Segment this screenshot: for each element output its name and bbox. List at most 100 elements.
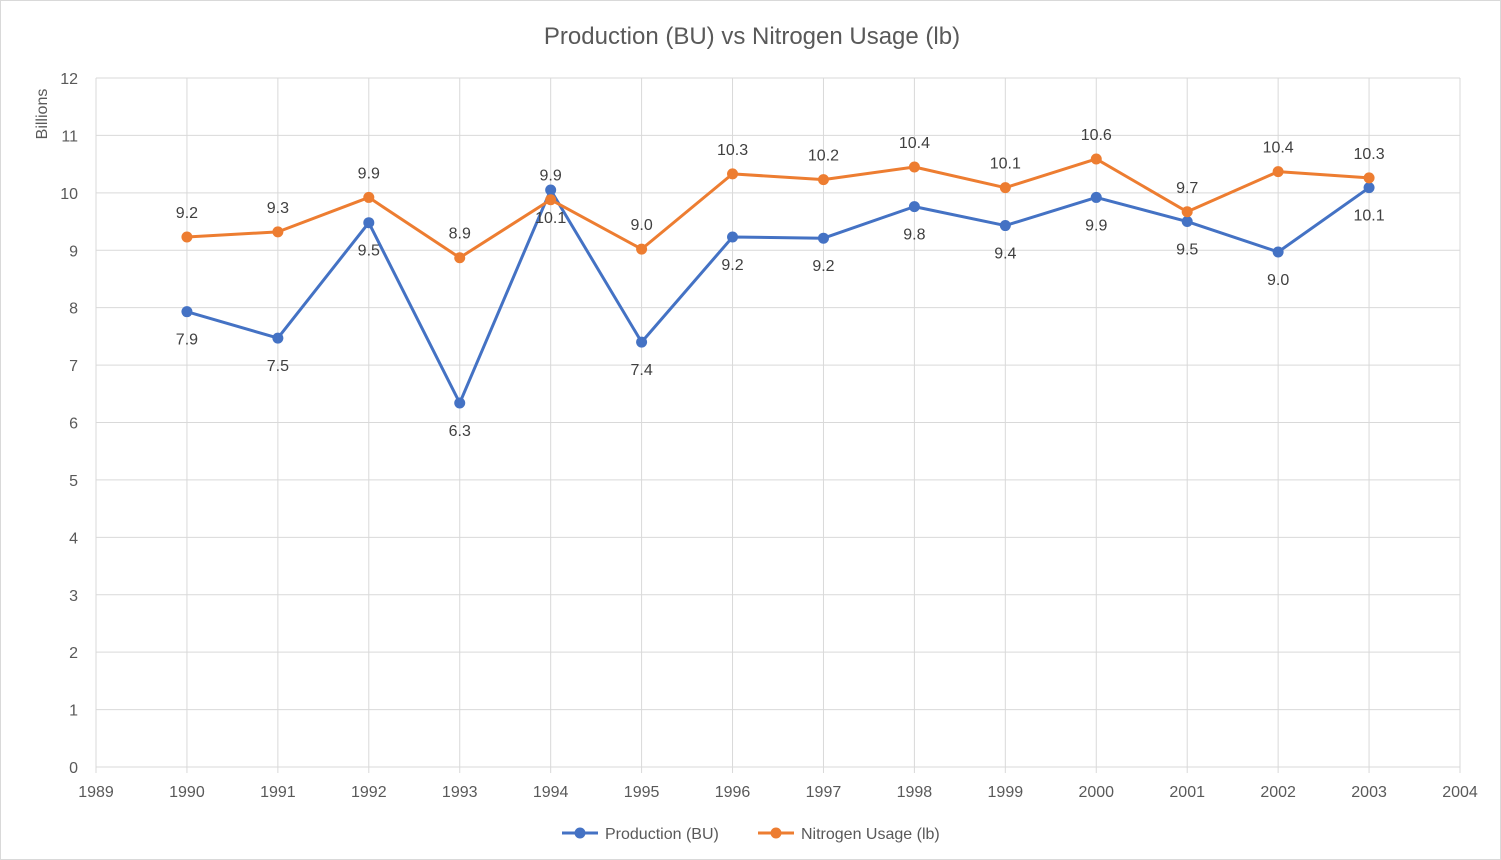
y-tick-label: 4 bbox=[69, 530, 78, 547]
data-label: 9.9 bbox=[540, 168, 562, 185]
data-label: 7.4 bbox=[630, 362, 652, 379]
legend-label: Nitrogen Usage (lb) bbox=[801, 826, 940, 843]
y-tick-label: 6 bbox=[69, 416, 78, 433]
data-label: 10.1 bbox=[535, 210, 566, 227]
data-label: 9.0 bbox=[630, 217, 652, 234]
x-tick-label: 1996 bbox=[715, 784, 751, 801]
data-label: 9.5 bbox=[1176, 242, 1198, 259]
x-tick-label: 1997 bbox=[806, 784, 842, 801]
legend-marker bbox=[770, 827, 782, 839]
data-point bbox=[545, 184, 557, 196]
x-tick-label: 2000 bbox=[1078, 784, 1114, 801]
y-tick-label: 8 bbox=[69, 301, 78, 318]
x-tick-label: 1995 bbox=[624, 784, 660, 801]
legend: Production (BU) Nitrogen Usage (lb) bbox=[562, 826, 940, 843]
data-point bbox=[1181, 216, 1193, 228]
x-tick-label: 1994 bbox=[533, 784, 569, 801]
data-point bbox=[727, 168, 739, 180]
data-point bbox=[1363, 182, 1375, 194]
y-tick-label: 12 bbox=[60, 71, 78, 88]
y-tick-label: 1 bbox=[69, 703, 78, 720]
data-point bbox=[817, 232, 829, 244]
x-tick-label: 1990 bbox=[169, 784, 205, 801]
data-labels: 7.9 7.5 9.5 6.3 10.1 7.4 9.2 9.2 9.8 9.4 9.9 9.5 9.0… bbox=[176, 127, 1385, 440]
data-point bbox=[999, 182, 1011, 194]
y-tick-label: 7 bbox=[69, 358, 78, 375]
data-label: 10.1 bbox=[1353, 208, 1384, 225]
y-tick-label: 11 bbox=[61, 128, 78, 145]
legend-marker bbox=[574, 827, 586, 839]
data-point bbox=[454, 397, 466, 409]
data-point bbox=[727, 231, 739, 243]
x-tick-label: 1991 bbox=[260, 784, 296, 801]
y-tick-label: 0 bbox=[69, 760, 78, 777]
data-label: 9.9 bbox=[1085, 217, 1107, 234]
data-label: 7.5 bbox=[267, 358, 289, 375]
x-tick-label: 1992 bbox=[351, 784, 387, 801]
data-label: 10.3 bbox=[717, 142, 748, 159]
x-tick-label: 2001 bbox=[1169, 784, 1205, 801]
data-label: 9.8 bbox=[903, 227, 925, 244]
y-tick-label: 2 bbox=[69, 645, 78, 662]
chart-title: Production (BU) vs Nitrogen Usage (lb) bbox=[544, 23, 960, 50]
data-point bbox=[999, 220, 1011, 232]
y-axis-label: Billions bbox=[34, 89, 51, 140]
data-point bbox=[1272, 166, 1284, 178]
data-label: 9.9 bbox=[358, 165, 380, 182]
data-point bbox=[272, 226, 284, 238]
y-tick-label: 10 bbox=[60, 186, 78, 203]
x-tick-label: 1989 bbox=[78, 784, 114, 801]
data-label: 8.9 bbox=[449, 226, 471, 243]
x-tick-label: 2002 bbox=[1260, 784, 1296, 801]
data-label: 10.4 bbox=[1263, 140, 1294, 157]
x-tick-label: 1993 bbox=[442, 784, 478, 801]
data-label: 6.3 bbox=[449, 423, 471, 440]
data-point bbox=[1181, 206, 1193, 218]
series-line-0 bbox=[186, 186, 1370, 405]
data-point bbox=[363, 217, 375, 229]
data-label: 9.5 bbox=[358, 243, 380, 260]
data-point bbox=[1090, 153, 1102, 165]
data-label: 7.9 bbox=[176, 332, 198, 349]
data-label: 10.6 bbox=[1081, 127, 1112, 144]
data-label: 9.2 bbox=[812, 258, 834, 275]
data-point bbox=[1363, 172, 1375, 184]
x-tick-label: 1998 bbox=[897, 784, 933, 801]
data-point bbox=[545, 194, 557, 206]
data-label: 10.3 bbox=[1353, 146, 1384, 163]
y-tick-label: 3 bbox=[69, 588, 78, 605]
series-group bbox=[181, 153, 1375, 409]
data-label: 10.2 bbox=[808, 148, 839, 165]
x-tick-label: 2004 bbox=[1442, 784, 1478, 801]
data-point bbox=[908, 201, 920, 213]
data-point bbox=[181, 231, 193, 243]
data-point bbox=[454, 252, 466, 264]
y-tick-label: 9 bbox=[69, 243, 78, 260]
data-point bbox=[636, 243, 648, 255]
x-tick-label: 2003 bbox=[1351, 784, 1387, 801]
legend-label: Production (BU) bbox=[605, 826, 719, 843]
data-point bbox=[181, 306, 193, 318]
data-label: 9.2 bbox=[176, 205, 198, 222]
data-label: 9.2 bbox=[721, 257, 743, 274]
data-label: 9.7 bbox=[1176, 180, 1198, 197]
data-point bbox=[817, 174, 829, 186]
series-line-1 bbox=[186, 157, 1370, 260]
data-point bbox=[636, 336, 648, 348]
data-point bbox=[1090, 191, 1102, 203]
data-label: 9.4 bbox=[994, 246, 1016, 263]
data-point bbox=[1272, 246, 1284, 258]
data-point bbox=[908, 161, 920, 173]
x-axis-ticks: 1989 1990 1991 1992 1993 1994 1995 1996 1997 1998… bbox=[78, 784, 1478, 801]
data-label: 10.4 bbox=[899, 135, 930, 152]
data-point bbox=[272, 332, 284, 344]
gridlines bbox=[95, 77, 1461, 773]
data-label: 9.3 bbox=[267, 200, 289, 217]
y-tick-label: 5 bbox=[69, 473, 78, 490]
data-label: 9.0 bbox=[1267, 272, 1289, 289]
data-label: 10.1 bbox=[990, 156, 1021, 173]
data-point bbox=[363, 191, 375, 203]
